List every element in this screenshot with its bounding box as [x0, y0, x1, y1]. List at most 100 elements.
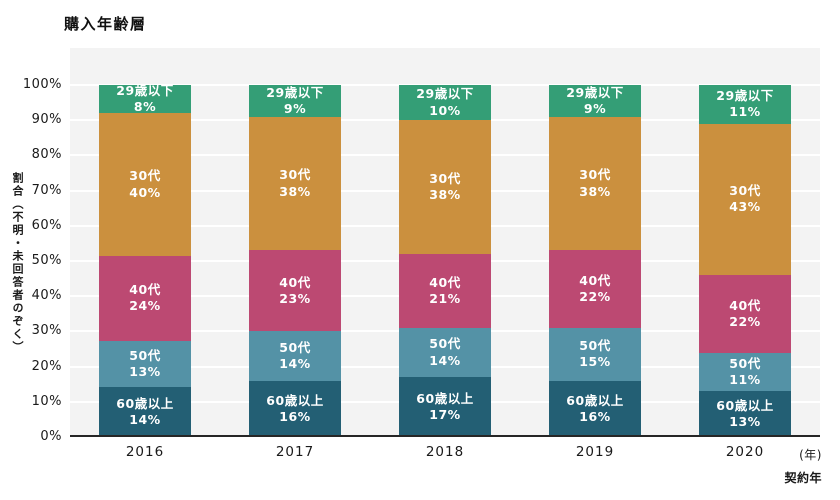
- segment-series-label: 40代: [429, 274, 461, 290]
- bar-stack: 60歳以上 16% 50代 15% 40代 22% 30代 38% 29歳以下 9%: [549, 85, 641, 437]
- segment-value-label: 23%: [279, 290, 311, 306]
- y-tick-label: 70%: [31, 182, 62, 198]
- gridline: [70, 84, 820, 86]
- bar-segment: 29歳以下 8%: [99, 83, 191, 115]
- y-tick-label: 90%: [31, 112, 62, 128]
- bar-segment: 50代 14%: [249, 331, 341, 381]
- y-tick-label: 10%: [31, 393, 62, 409]
- x-tick-label: 2017: [275, 444, 315, 460]
- bar-stack: 60歳以上 14% 50代 13% 40代 24% 30代 40% 29歳以下 8%: [99, 83, 191, 437]
- segment-series-label: 40代: [129, 282, 161, 298]
- bar-segment: 60歳以上 16%: [549, 380, 641, 437]
- bar-segment: 50代 14%: [399, 327, 491, 378]
- segment-series-label: 29歳以下: [116, 83, 174, 98]
- segment-series-label: 60歳以上: [266, 392, 324, 408]
- bar-stack: 60歳以上 13% 50代 11% 40代 22% 30代 43% 29歳以下 11%: [699, 85, 791, 437]
- segment-value-label: 9%: [283, 100, 307, 116]
- x-tick-label: 2016: [125, 444, 165, 460]
- segment-value-label: 14%: [129, 412, 161, 428]
- segment-series-label: 40代: [729, 297, 761, 313]
- bar-segment: 60歳以上 13%: [699, 391, 791, 437]
- y-tick-label: 0%: [40, 429, 62, 444]
- bar-segment: 29歳以下 11%: [699, 85, 791, 124]
- segment-value-label: 38%: [429, 187, 461, 203]
- bar-segment: 40代 22%: [699, 275, 791, 353]
- segment-series-label: 29歳以下: [566, 84, 624, 100]
- segment-value-label: 40%: [129, 184, 161, 200]
- segment-series-label: 60歳以上: [116, 395, 174, 411]
- bar-segment: 40代 21%: [399, 254, 491, 328]
- bar-segment: 29歳以下 9%: [249, 85, 341, 117]
- segment-value-label: 14%: [429, 352, 461, 368]
- bar-segment: 30代 38%: [399, 120, 491, 254]
- bar-segment: 30代 40%: [99, 113, 191, 256]
- segment-value-label: 14%: [279, 356, 311, 372]
- x-axis-line: [70, 435, 820, 437]
- y-tick-label: 50%: [31, 253, 62, 268]
- segment-series-label: 29歳以下: [416, 86, 474, 102]
- segment-value-label: 38%: [279, 183, 311, 199]
- segment-series-label: 50代: [279, 339, 311, 355]
- segment-series-label: 60歳以上: [716, 397, 774, 413]
- segment-series-label: 29歳以下: [716, 88, 774, 104]
- x-axis-unit-label: (年): [799, 448, 822, 462]
- bar-segment: 60歳以上 16%: [249, 380, 341, 437]
- bar-segment: 50代 15%: [549, 327, 641, 381]
- y-tick-label: 100%: [22, 77, 62, 92]
- segment-value-label: 13%: [129, 364, 161, 380]
- segment-series-label: 60歳以上: [416, 390, 474, 406]
- bar-segment: 60歳以上 17%: [399, 377, 491, 437]
- y-axis-label: 割合（不明・未回答者のぞく）: [11, 172, 24, 354]
- segment-value-label: 16%: [579, 408, 611, 424]
- segment-series-label: 30代: [279, 167, 311, 183]
- bar-group: 60歳以上 16% 50代 14% 40代 23% 30代 38% 29歳以下 9%: [220, 48, 370, 437]
- x-tick-label: 2019: [575, 444, 615, 460]
- segment-value-label: 24%: [129, 298, 161, 314]
- segment-series-label: 50代: [729, 355, 761, 371]
- bar-group: 60歳以上 13% 50代 11% 40代 22% 30代 43% 29歳以下 11%: [670, 48, 820, 437]
- segment-value-label: 21%: [429, 290, 461, 306]
- segment-value-label: 13%: [729, 414, 761, 430]
- x-axis-title: 契約年: [784, 471, 822, 485]
- segment-value-label: 11%: [729, 104, 761, 120]
- segment-series-label: 30代: [579, 167, 611, 183]
- bar-segment: 30代 38%: [549, 116, 641, 251]
- bar-segment: 30代 43%: [699, 123, 791, 276]
- y-tick-label: 30%: [31, 323, 62, 339]
- segment-value-label: 8%: [133, 99, 157, 115]
- segment-series-label: 40代: [279, 274, 311, 290]
- segment-value-label: 22%: [579, 289, 611, 305]
- bar-stack: 60歳以上 17% 50代 14% 40代 21% 30代 38% 29歳以下 10%: [399, 85, 491, 437]
- bar-segment: 50代 13%: [99, 341, 191, 388]
- y-tick-label: 20%: [31, 358, 62, 374]
- segment-series-label: 50代: [129, 347, 161, 363]
- segment-series-label: 30代: [129, 168, 161, 184]
- segment-value-label: 17%: [429, 407, 461, 423]
- bar-segment: 50代 11%: [699, 352, 791, 392]
- x-axis-labels: 2016 2017 2018 2019 2020: [70, 444, 820, 460]
- segment-series-label: 50代: [429, 336, 461, 352]
- bar-segment: 60歳以上 14%: [99, 387, 191, 437]
- segment-value-label: 43%: [729, 199, 761, 215]
- segment-value-label: 11%: [729, 371, 761, 387]
- bar-stack: 60歳以上 16% 50代 14% 40代 23% 30代 38% 29歳以下 9%: [249, 85, 341, 437]
- x-tick-label: 2020: [725, 444, 765, 460]
- bars-layer: 60歳以上 14% 50代 13% 40代 24% 30代 40% 29歳以下 8% 60歳以上 16…: [70, 48, 820, 437]
- segment-value-label: 15%: [579, 354, 611, 370]
- bar-group: 60歳以上 14% 50代 13% 40代 24% 30代 40% 29歳以下 8%: [70, 48, 220, 437]
- bar-segment: 40代 23%: [249, 250, 341, 332]
- y-tick-label: 40%: [31, 288, 62, 304]
- y-tick-label: 60%: [31, 217, 62, 233]
- x-tick-label: 2018: [425, 444, 465, 460]
- y-tick-label: 80%: [31, 147, 62, 163]
- plot-area: 60歳以上 14% 50代 13% 40代 24% 30代 40% 29歳以下 8% 60歳以上 16…: [70, 48, 820, 437]
- segment-value-label: 16%: [279, 408, 311, 424]
- segment-series-label: 30代: [729, 183, 761, 199]
- segment-value-label: 22%: [729, 313, 761, 329]
- segment-series-label: 29歳以下: [266, 84, 324, 100]
- bar-segment: 30代 38%: [249, 116, 341, 251]
- bar-group: 60歳以上 17% 50代 14% 40代 21% 30代 38% 29歳以下 10%: [370, 48, 520, 437]
- segment-value-label: 10%: [429, 102, 461, 118]
- segment-series-label: 40代: [579, 272, 611, 288]
